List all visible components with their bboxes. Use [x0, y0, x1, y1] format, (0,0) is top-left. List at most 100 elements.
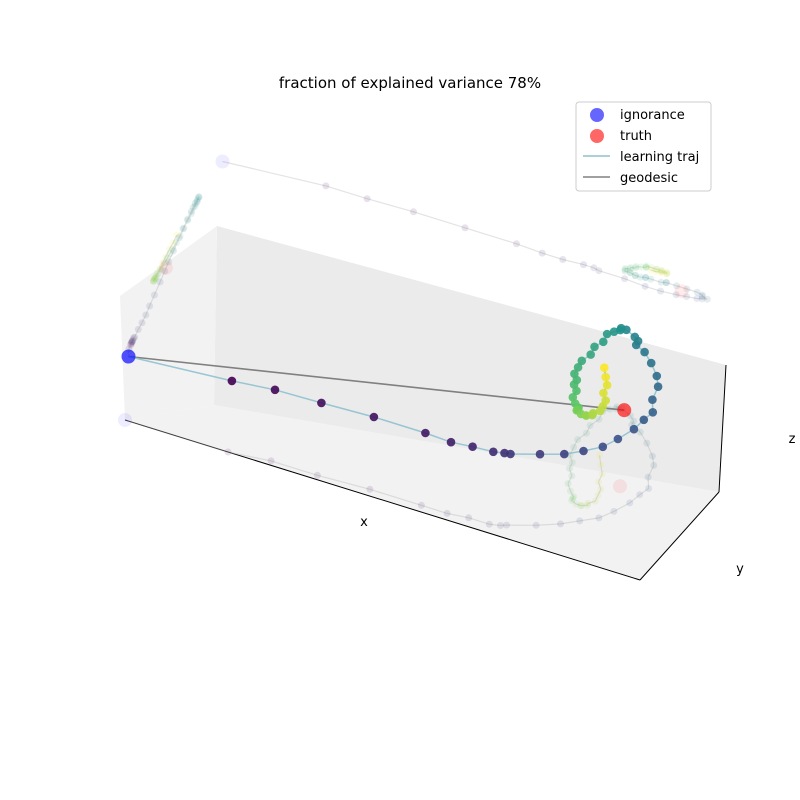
back-shadow-path — [222, 160, 708, 300]
left-shadow-point — [156, 265, 164, 273]
y-axis-label: y — [736, 562, 744, 577]
trajectory-point — [588, 408, 598, 418]
floor-shadow-point — [568, 497, 576, 504]
floor-shadow-path — [124, 406, 655, 527]
back-shadow-point — [703, 295, 711, 303]
floor-shadow-point — [586, 422, 594, 429]
floor-shadow-point — [557, 520, 564, 528]
left-shadow-point — [159, 259, 167, 267]
back-shadow-point — [621, 266, 629, 274]
left-shadow-point — [128, 339, 136, 347]
pane-group — [120, 226, 727, 581]
left-shadow-point — [154, 270, 162, 278]
chart-title: fraction of explained variance 78% — [279, 74, 541, 92]
floor-shadow-point — [443, 509, 451, 517]
left-shadow-point — [194, 195, 202, 203]
trajectory-point — [560, 449, 569, 459]
trajectory-point — [648, 395, 657, 405]
trajectory-point — [602, 380, 612, 390]
back-shadow-point — [410, 208, 417, 216]
back-shadow-ignorance — [215, 154, 230, 169]
back-shadow-point — [693, 288, 701, 296]
back-shadow-point — [621, 267, 629, 275]
left-shadow-point — [134, 325, 142, 333]
floor-shadow-point — [568, 459, 576, 466]
floor-shadow-point — [569, 495, 577, 503]
floor-shadow-point — [566, 487, 574, 495]
back-shadow-point — [636, 273, 644, 281]
floor-shadow-point — [598, 470, 606, 478]
left-shadow-point — [176, 232, 184, 240]
floor-shadow-point — [366, 485, 374, 493]
trajectory-point — [586, 350, 595, 359]
left-shadow-path — [127, 196, 200, 357]
back-shadow-point — [590, 264, 598, 272]
trajectory-point — [446, 437, 456, 447]
floor-shadow-point — [645, 485, 653, 492]
back-shadow-point — [657, 287, 665, 295]
back-shadow-truth — [674, 284, 689, 299]
floor-shadow-point — [650, 461, 658, 469]
floor-shadow-point — [570, 493, 578, 501]
floor-pane — [125, 405, 719, 580]
back-shadow-point — [626, 265, 634, 273]
back-shadow-point — [652, 268, 660, 276]
trajectory-point — [421, 428, 430, 438]
back-shadow-point — [631, 272, 639, 279]
back-shadow-point — [663, 270, 671, 278]
trajectory-point — [648, 408, 658, 417]
trajectory-point — [468, 442, 477, 452]
back-shadow-point — [626, 269, 634, 277]
trajectory-point — [602, 329, 612, 339]
left-shadow-point — [163, 254, 171, 262]
floor-shadow-point — [584, 499, 592, 507]
trajectory-point — [317, 398, 326, 408]
left-shadow-point — [172, 239, 180, 246]
back-shadow-point — [658, 267, 666, 275]
floor-shadow-point — [597, 461, 605, 469]
floor-shadow-point — [636, 428, 644, 436]
back-shadow-point — [663, 270, 671, 278]
trajectory-point — [590, 342, 599, 352]
left-shadow-point — [128, 338, 136, 346]
y-axis-line — [639, 491, 720, 581]
floor-shadow-point — [267, 457, 275, 465]
left-shadow-point — [195, 193, 203, 201]
geodesic-line — [128, 355, 625, 411]
left-shadow-point — [189, 203, 197, 211]
trajectory-point — [652, 371, 662, 381]
floor-shadow-point — [636, 491, 644, 499]
floor-shadow-point — [313, 471, 321, 479]
back-shadow-point — [693, 295, 701, 302]
left-shadow-point — [166, 250, 174, 258]
back-shadow-point — [683, 293, 690, 301]
trajectory-point — [581, 411, 591, 420]
trajectory-point — [613, 434, 623, 444]
left-shadow-point — [165, 258, 173, 266]
z-axis-line — [718, 364, 727, 493]
left-shadow-point — [156, 278, 164, 286]
geodesic-line-group — [128, 355, 625, 411]
left-shadow-point — [188, 207, 195, 215]
trajectory-point — [227, 376, 237, 386]
left-shadow-point — [127, 341, 135, 349]
floor-shadow-point — [648, 452, 656, 460]
left-shadow-point — [146, 302, 154, 310]
trajectory-point — [577, 356, 587, 366]
legend-geodesic-label: geodesic — [620, 171, 678, 186]
left-shadow-point — [129, 336, 137, 344]
left-shadow-point — [130, 334, 138, 342]
back-shadow-point — [673, 282, 681, 290]
floor-shadow-point — [532, 521, 540, 529]
left-shadow-point — [191, 202, 199, 210]
back-shadow-point — [632, 263, 640, 271]
floor-shadow-point — [610, 507, 618, 515]
projection-shadows — [118, 154, 711, 529]
back-shadow-point — [642, 263, 650, 271]
floor-shadow-point — [583, 501, 591, 509]
trajectory-point — [270, 385, 280, 395]
back-shadow-point — [595, 267, 603, 275]
back-shadow-point — [658, 268, 666, 276]
